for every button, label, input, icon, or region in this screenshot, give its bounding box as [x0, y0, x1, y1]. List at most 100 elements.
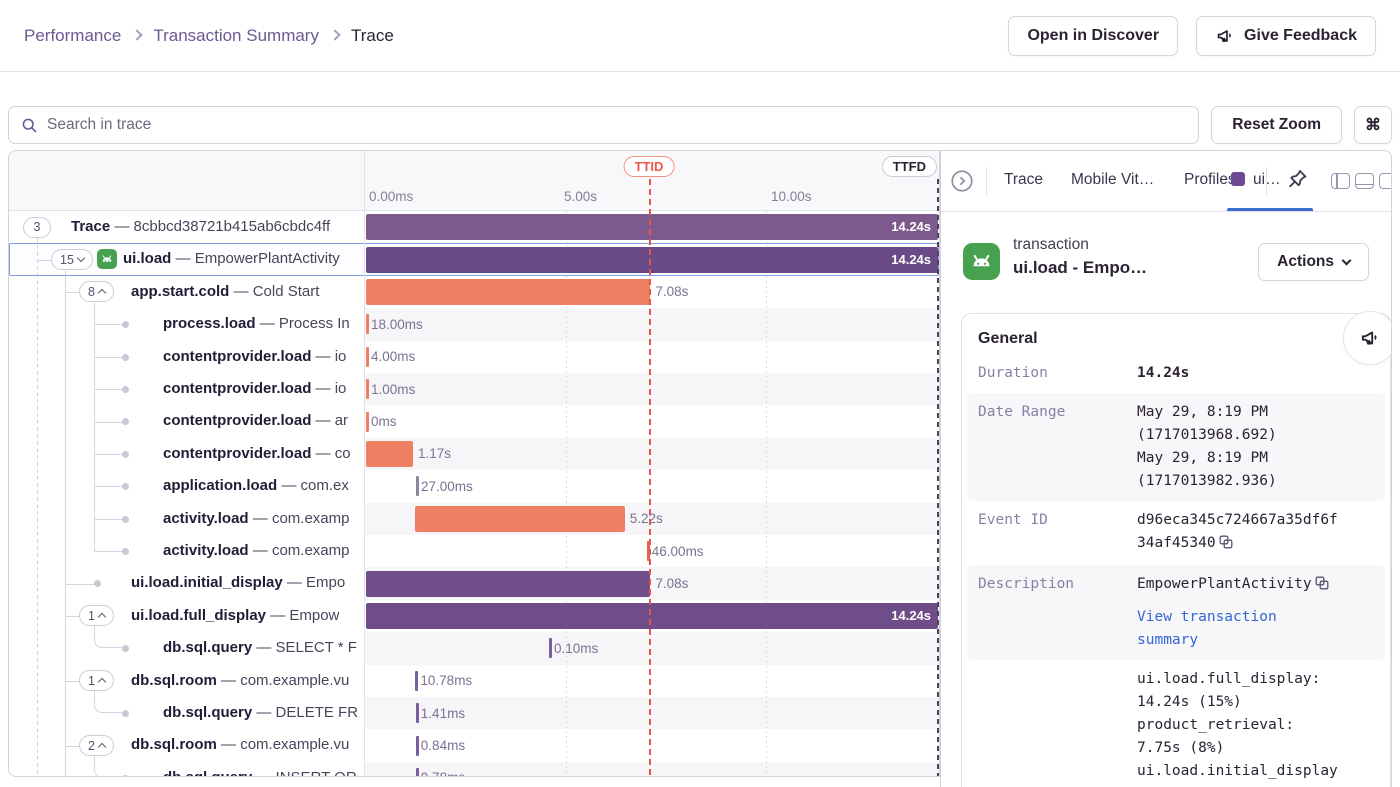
span-bar[interactable]	[366, 440, 413, 467]
span-duration-label: 4.00ms	[371, 349, 416, 365]
span-row[interactable]: 14.24s 15 ui.load — EmpowerPlantActivity	[9, 243, 939, 276]
tab-mobile-vitals[interactable]: Mobile Vit…	[1071, 171, 1155, 188]
megaphone-icon	[1215, 26, 1235, 46]
tree-connector	[65, 616, 79, 617]
general-card: General Duration 14.24s Date Range May 2…	[961, 313, 1391, 787]
span-tick[interactable]	[415, 767, 419, 776]
copy-icon[interactable]	[1219, 534, 1233, 557]
chevron-up-icon	[97, 289, 107, 298]
ops-breakdown-label: Ops Breakdown ?	[978, 783, 1137, 787]
span-duration-label: 14.24s	[891, 219, 932, 235]
span-count-badge[interactable]: 2	[79, 735, 114, 757]
span-tree-cell: contentprovider.load — io	[9, 341, 364, 373]
tree-connector	[94, 454, 122, 455]
shortcut-button[interactable]: ⌘	[1354, 106, 1392, 144]
span-tick[interactable]	[415, 670, 419, 691]
span-tick[interactable]	[366, 379, 369, 400]
span-count-badge[interactable]: 8	[79, 281, 114, 303]
span-bar[interactable]	[366, 278, 651, 305]
span-tick[interactable]	[415, 735, 419, 756]
span-row[interactable]: 0.84ms 2 db.sql.room — com.example.vu	[9, 729, 939, 761]
expand-panel-icon[interactable]	[949, 168, 975, 194]
span-duration-label: 0.84ms	[420, 738, 466, 754]
tab-active-transaction[interactable]: ui…	[1253, 171, 1281, 188]
axis-tick-2: 10.00s	[771, 189, 812, 204]
date-range-label: Date Range	[978, 404, 1066, 420]
breadcrumb-trace: Trace	[350, 25, 394, 45]
span-row[interactable]: 1.17s contentprovider.load — co	[9, 437, 939, 471]
span-row[interactable]: 7.08s ui.load.initial_display — Empo	[9, 567, 939, 600]
span-tick[interactable]	[366, 314, 369, 335]
span-row[interactable]: 0ms contentprovider.load — ar	[9, 405, 939, 437]
span-row[interactable]: 0.10ms db.sql.query — SELECT * F	[9, 632, 939, 665]
actions-button[interactable]: Actions	[1258, 243, 1369, 281]
breadcrumb-performance[interactable]: Performance	[24, 25, 122, 45]
span-row[interactable]: 4.00ms contentprovider.load — io	[9, 341, 939, 373]
span-bar[interactable]	[415, 505, 625, 532]
span-row[interactable]: 1.00ms contentprovider.load — io	[9, 373, 939, 406]
span-label: db.sql.query — DELETE FR	[163, 704, 359, 721]
span-bar[interactable]: 14.24s	[366, 246, 939, 273]
span-row[interactable]: 0.78ms db.sql.query — INSERT OR	[9, 761, 939, 776]
active-tab-underline	[1227, 208, 1313, 211]
tab-trace[interactable]: Trace	[1004, 171, 1044, 188]
span-row[interactable]: 14.24s 1 ui.load.full_display — Empow	[9, 600, 939, 632]
span-row[interactable]: 18.00ms process.load — Process In	[9, 308, 939, 341]
tree-connector	[94, 303, 95, 552]
span-count-badge[interactable]: 15	[51, 249, 93, 271]
span-tree-cell: 8 app.start.cold — Cold Start	[9, 276, 364, 308]
span-row[interactable]: 10.78ms 1 db.sql.room — com.example.vu	[9, 665, 939, 697]
open-in-discover-button[interactable]: Open in Discover	[1008, 15, 1179, 56]
span-count-badge[interactable]: 1	[79, 670, 114, 692]
pin-tab-icon[interactable]	[1287, 168, 1311, 192]
axis-tick-1: 5.00s	[564, 189, 598, 204]
layout-dock-left-icon[interactable]	[1331, 173, 1350, 189]
layout-dock-right-icon[interactable]	[1379, 173, 1391, 189]
transaction-title: ui.load - Empo…	[1013, 258, 1148, 277]
span-bar[interactable]: 14.24s	[366, 602, 939, 629]
tree-connector	[65, 583, 94, 585]
span-count-badge[interactable]: 3	[23, 216, 51, 238]
span-label: ui.load — EmpowerPlantActivity	[123, 250, 340, 268]
layout-dock-bottom-icon[interactable]	[1355, 173, 1374, 189]
breadcrumb-transaction-summary[interactable]: Transaction Summary	[153, 25, 319, 45]
span-tick[interactable]	[366, 346, 369, 367]
event-id-value: d96eca345c724667a35df6f34af45340	[1137, 509, 1342, 557]
ttfd-marker-badge: TTFD	[881, 156, 937, 177]
feedback-button[interactable]	[1343, 311, 1391, 365]
span-row[interactable]: 7.08s 8 app.start.cold — Cold Start	[9, 276, 939, 308]
span-row[interactable]: 1.41ms db.sql.query — DELETE FR	[9, 697, 939, 730]
span-tick[interactable]	[416, 476, 419, 497]
tree-connector	[37, 259, 51, 261]
span-duration-label: 1.00ms	[371, 381, 416, 397]
give-feedback-button[interactable]: Give Feedback	[1196, 15, 1376, 56]
span-tick[interactable]	[646, 541, 650, 562]
detail-tab-bar: Trace Mobile Vit… Profiles ui…	[941, 151, 1391, 212]
span-tick[interactable]	[366, 411, 369, 432]
android-icon	[963, 243, 1000, 280]
tab-profiles[interactable]: Profiles	[1184, 171, 1236, 188]
span-row[interactable]: 5.22s activity.load — com.examp	[9, 502, 939, 535]
span-bar[interactable]: 14.24s	[366, 214, 939, 241]
view-transaction-summary-link[interactable]: View transaction summary	[1137, 609, 1277, 648]
span-tree-cell: process.load — Process In	[9, 308, 364, 340]
ops-breakdown-row: Ops Breakdown ? ui.load.full_display: 14…	[967, 660, 1385, 787]
event-id-label: Event ID	[978, 512, 1048, 528]
span-tick[interactable]	[548, 638, 552, 659]
tree-resize-handle[interactable]	[364, 151, 365, 776]
span-tree-cell: activity.load — com.examp	[9, 503, 364, 535]
span-row[interactable]: 14.24s 3 Trace — 8cbbcd38721b415ab6cbdc4ff	[9, 211, 939, 243]
reset-zoom-button[interactable]: Reset Zoom	[1211, 106, 1342, 144]
search-input[interactable]	[47, 116, 1187, 134]
span-bar[interactable]	[366, 570, 651, 597]
actions-label: Actions	[1277, 253, 1334, 270]
tree-connector	[94, 690, 122, 714]
span-connector-dot	[122, 515, 129, 523]
span-row[interactable]: 27.00ms application.load — com.ex	[9, 470, 939, 502]
span-duration-label: 46.00ms	[651, 543, 704, 559]
span-count-badge[interactable]: 1	[79, 605, 114, 627]
search-box[interactable]	[8, 106, 1200, 144]
copy-icon[interactable]	[1315, 575, 1329, 598]
span-row[interactable]: 46.00ms activity.load — com.examp	[9, 535, 939, 567]
span-tick[interactable]	[415, 703, 419, 724]
